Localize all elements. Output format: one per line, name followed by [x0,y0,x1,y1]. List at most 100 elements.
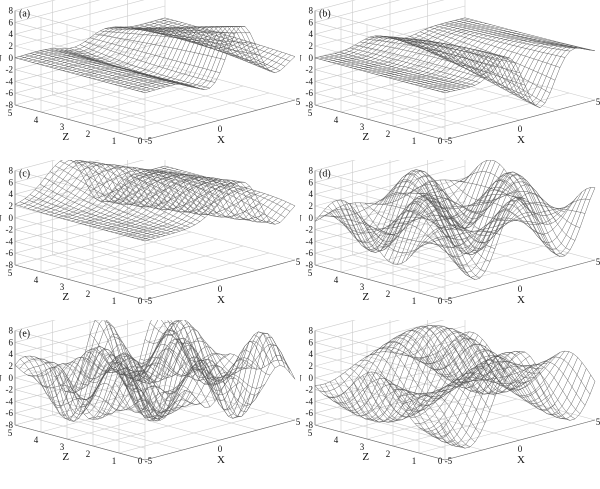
surface-plot-2: -8 -6 -4-2 0 2 4 68 1 2 3 4 5 0 -5 0 5 X Z U (b) [294,0,600,165]
u-axis-label: U [0,373,2,385]
u-tick-label: 0 [9,373,14,383]
mesh-line-z [414,189,546,236]
mesh-line-z [414,33,546,104]
mesh-line-z [164,17,296,57]
gridline [52,414,183,451]
u-tick-label: 4 [9,189,14,199]
mesh-line-z [129,26,261,56]
u-tick-label: 2 [9,201,14,211]
gridline [314,182,446,218]
mesh-line-z [324,215,456,249]
mesh-line-z [329,212,461,260]
gridline [314,81,446,117]
mesh-line-z [389,169,521,255]
mesh-line-z [424,179,556,254]
u-axis-label: U [300,53,302,65]
x-axis [444,99,596,141]
mesh-line-z [139,172,271,223]
gridline [89,84,221,121]
x-axis-label: X [217,454,225,466]
mesh-line-z [14,365,146,420]
mesh-line-z [424,29,556,81]
mesh-line-z [364,202,496,249]
gridline [464,224,596,261]
u-axis-label: U [300,213,302,225]
mesh-line-z [339,201,471,277]
mesh-line-z [69,348,201,410]
z-tick-label: 3 [60,282,65,292]
u-axis-label: U [300,373,302,385]
z-tick-label: 5 [308,428,313,438]
mesh-line-z [119,182,251,213]
z-tick-label: 4 [34,115,39,125]
u-tick-label: -4 [306,396,314,406]
gridline [118,252,270,294]
gridline [392,85,544,127]
z-tick-label: 2 [86,289,91,299]
mesh-line-z [164,314,296,380]
gridline [52,94,183,131]
mesh-line-z [399,175,531,244]
u-tick-label: -6 [6,408,14,418]
x-tick-label: 5 [596,417,600,427]
mesh-line-z [464,17,596,52]
u-tick-label: 0 [309,213,314,223]
mesh-line-z [404,184,536,232]
mesh-line-z [324,55,456,91]
mesh-line-z [464,159,596,225]
gridline [14,365,146,402]
u-tick-label: 8 [9,6,14,16]
surface-mesh [314,159,596,281]
axis-box [14,290,296,461]
mesh-line-z [124,26,256,44]
gridline [314,10,446,46]
gridline [314,193,446,230]
mesh-line-z [409,332,541,392]
mesh-line-z [84,166,216,208]
x-tick-label: 5 [596,257,600,267]
mesh-line-z [434,171,566,256]
mesh-line-z [429,27,561,68]
mesh-line-z [124,178,256,215]
z-tick-label: 5 [8,108,13,118]
u-tick-label: -2 [6,225,14,235]
u-tick-label: -2 [6,65,14,75]
u-tick-label: -6 [306,88,314,98]
mesh-line-z [344,371,476,443]
mesh-line-z [354,198,486,273]
mesh-line-z [149,22,281,71]
z-tick-label: 2 [86,449,91,459]
mesh-line-z [319,208,451,254]
x-tick-label: 5 [596,97,600,107]
mesh-line-z [84,353,216,412]
axis-box [314,290,596,461]
gridline [14,384,166,426]
plot-canvas: -8 -6 -4-2 0 2 4 68 1 2 3 4 5 0 -5 0 5 X Z U (d) [294,130,600,306]
mesh-line-z [329,381,461,447]
mesh-line-z [344,195,476,280]
u-tick-label: -6 [6,88,14,98]
mesh-line-z [124,356,256,418]
z-tick-label: 3 [360,122,365,132]
gridline [14,81,146,117]
mesh-line-z [134,173,266,220]
gridline [314,33,446,70]
gridline [314,170,446,206]
z-axis [14,424,146,461]
gridline [66,238,218,280]
u-tick-label: 8 [309,326,314,336]
u-tick-label: 2 [309,361,314,371]
u-tick-label: -2 [306,385,314,395]
u-tick-label: 6 [309,17,314,27]
gridline [14,241,146,277]
z-tick-label: 4 [34,435,39,445]
x-axis-label: X [517,134,525,146]
u-tick-label: -4 [6,76,14,86]
x-tick-label: 0 [218,444,223,454]
gridline [314,342,446,378]
mesh-line-z [384,36,516,64]
z-tick-label: 2 [386,129,391,139]
z-tick-label: 3 [60,442,65,452]
z-tick-label: 1 [412,456,417,466]
mesh-line-z [364,38,496,68]
